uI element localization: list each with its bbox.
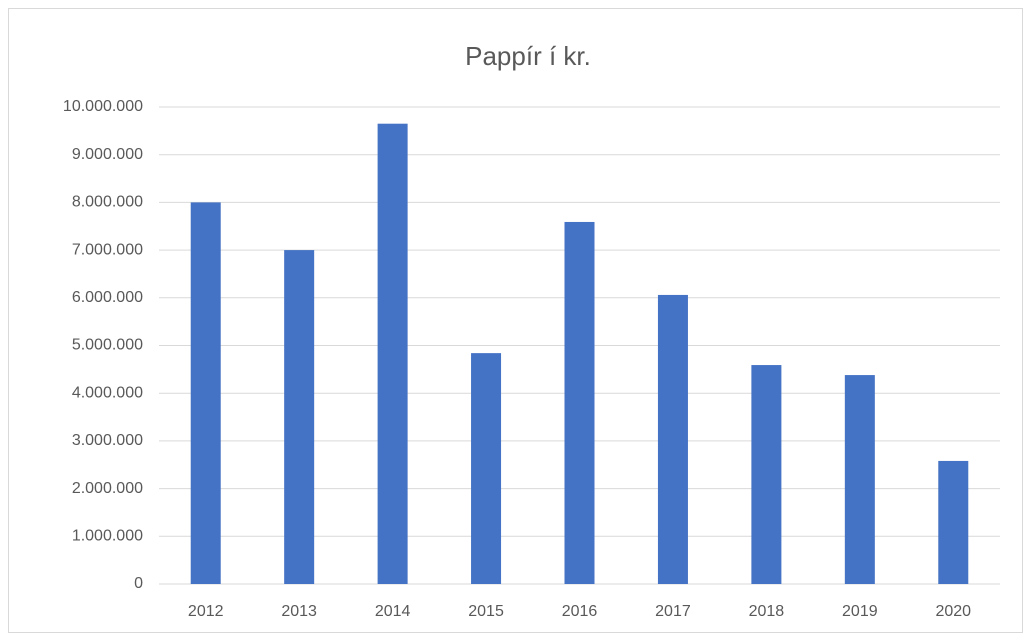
bar [564,221,595,584]
y-tick-label: 4.000.000 [72,384,143,401]
bar [844,375,875,584]
y-tick-label: 7.000.000 [72,241,143,258]
y-tick-label: 8.000.000 [72,194,143,211]
y-tick-label: 6.000.000 [72,289,143,306]
x-tick-label: 2017 [655,603,691,620]
x-tick-label: 2012 [188,603,224,620]
x-tick-label: 2015 [468,603,504,620]
y-tick-label: 9.000.000 [72,146,143,163]
y-tick-label: 3.000.000 [72,432,143,449]
bar [471,353,502,584]
x-tick-label: 2013 [281,603,317,620]
y-tick-label: 10.000.000 [63,98,143,115]
bar [938,460,969,584]
bar [657,294,688,584]
chart-title: Pappír í kr. [465,41,591,71]
y-tick-label: 0 [134,575,143,592]
bar [284,250,315,584]
x-tick-label: 2020 [935,603,971,620]
y-tick-label: 2.000.000 [72,480,143,497]
bar [751,365,782,584]
x-tick-label: 2019 [842,603,878,620]
bar [190,202,221,584]
y-tick-label: 1.000.000 [72,528,143,545]
bar [377,123,408,584]
x-tick-label: 2016 [562,603,598,620]
x-tick-label: 2014 [375,603,411,620]
y-tick-label: 5.000.000 [72,337,143,354]
x-tick-label: 2018 [749,603,785,620]
